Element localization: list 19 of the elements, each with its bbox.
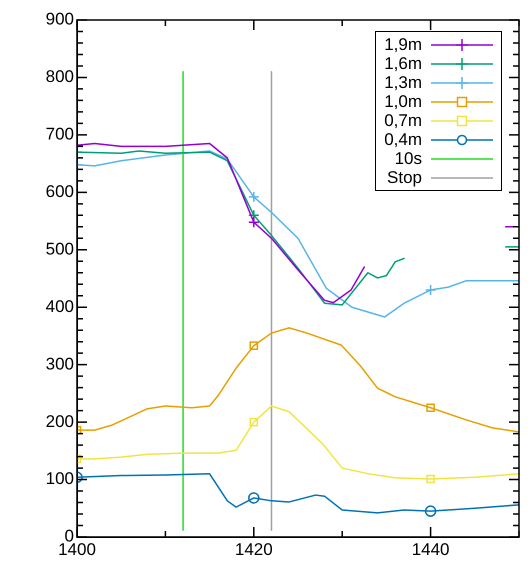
legend-label: 0,4m — [384, 130, 422, 150]
legend-label: 1,0m — [384, 92, 422, 112]
y-tick-label: 900 — [46, 10, 74, 29]
y-tick-label: 100 — [46, 469, 74, 488]
legend-label: Stop — [387, 168, 422, 188]
x-tick-label: 1440 — [412, 540, 450, 559]
y-tick-label: 600 — [46, 182, 74, 202]
y-tick-label: 300 — [46, 354, 74, 374]
legend-label: 1,9m — [384, 34, 422, 54]
x-tick-label: 1420 — [234, 540, 273, 559]
y-tick-label: 500 — [46, 239, 74, 258]
legend-label: 10s — [394, 148, 422, 168]
y-tick-label: 800 — [46, 67, 74, 86]
y-tick-label: 400 — [46, 296, 74, 316]
legend-label: 1,3m — [384, 72, 422, 92]
legend-label: 1,6m — [384, 54, 422, 74]
y-tick-label: 200 — [46, 412, 74, 431]
legend-label: 0,7m — [384, 110, 422, 130]
y-tick-label: 700 — [46, 124, 74, 144]
